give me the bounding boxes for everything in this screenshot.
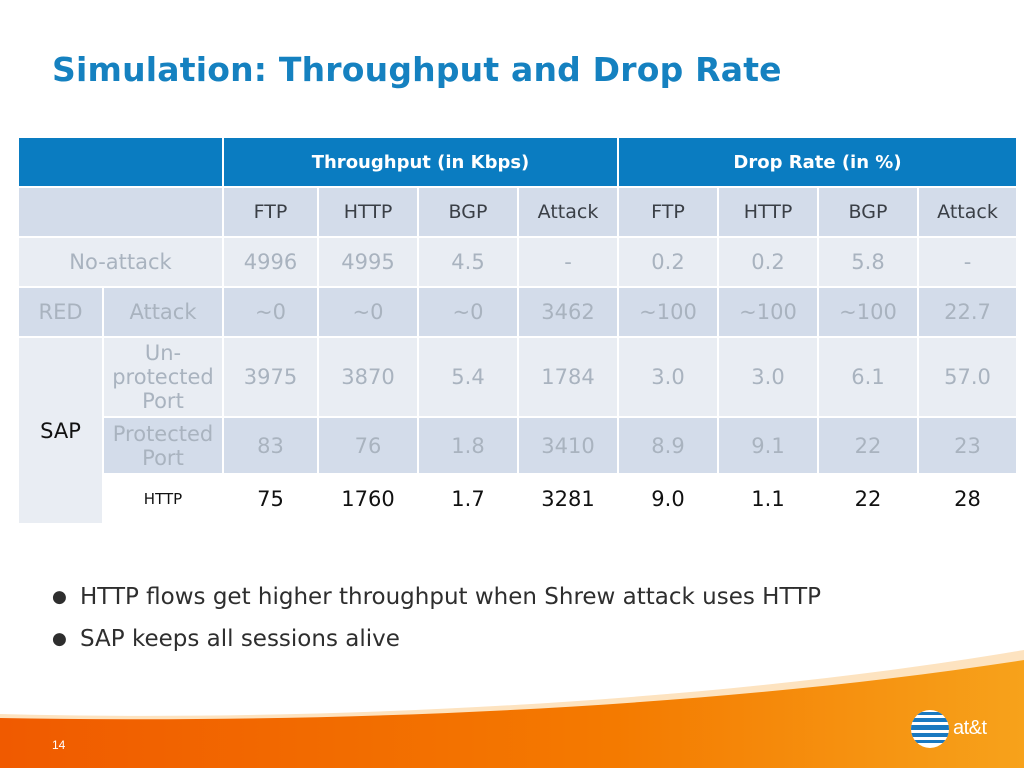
table-cell: 3281: [517, 473, 619, 525]
bullet-text: HTTP flows get higher throughput when Sh…: [80, 584, 822, 610]
col-header: Attack: [917, 186, 1018, 238]
row-label: Attack: [102, 286, 224, 338]
table-cell: 1.1: [717, 473, 819, 525]
bullet-dot-icon: ●: [52, 629, 67, 649]
table-cell: 3462: [517, 286, 619, 338]
table-cell: ~100: [717, 286, 819, 338]
bullet-list: ● HTTP flows get higher throughput when S…: [52, 580, 821, 664]
table-cell: 4.5: [417, 236, 519, 288]
table-cell: 3975: [222, 336, 319, 418]
col-header: BGP: [417, 186, 519, 238]
table-cell: 5.4: [417, 336, 519, 418]
table-cell: 0.2: [617, 236, 719, 288]
bullet-dot-icon: ●: [52, 587, 67, 607]
table-cell: 0.2: [717, 236, 819, 288]
table-cell: 4996: [222, 236, 319, 288]
table-cell: 8.9: [617, 416, 719, 475]
page-number: 14: [52, 738, 66, 752]
table-cell: ~0: [317, 286, 419, 338]
table-cell: 3410: [517, 416, 619, 475]
col-header: FTP: [617, 186, 719, 238]
row-label: Un-protected Port: [102, 336, 224, 418]
table-cell: 83: [222, 416, 319, 475]
throughput-header: Throughput (in Kbps): [222, 136, 619, 188]
table-cell: 1784: [517, 336, 619, 418]
table-cell: 3.0: [617, 336, 719, 418]
row-group-label: SAP: [17, 336, 104, 525]
table-cell: -: [517, 236, 619, 288]
bullet-text: SAP keeps all sessions alive: [80, 626, 400, 652]
table-cell: ~0: [222, 286, 319, 338]
table-cell: 22: [817, 473, 919, 525]
table-row-sap-protected: Protected Port 83 76 1.8 3410 8.9 9.1 22…: [18, 416, 1018, 475]
row-group-label: RED: [17, 286, 104, 338]
col-header: HTTP: [317, 186, 419, 238]
drop-rate-header: Drop Rate (in %): [617, 136, 1018, 188]
table-cell: ~100: [617, 286, 719, 338]
table-cell: 3.0: [717, 336, 819, 418]
table-cell: 1760: [317, 473, 419, 525]
table-cell: 6.1: [817, 336, 919, 418]
bullet-item: ● SAP keeps all sessions alive: [52, 622, 821, 664]
row-label: Protected Port: [102, 416, 224, 475]
table-cell: ~100: [817, 286, 919, 338]
table-cell: 22: [817, 416, 919, 475]
table-cell: 3870: [317, 336, 419, 418]
table-cell: ~0: [417, 286, 519, 338]
table-cell: 23: [917, 416, 1018, 475]
table-row-no-attack: No-attack 4996 4995 4.5 - 0.2 0.2 5.8 -: [17, 236, 1018, 288]
table-row-sap-unprotected: SAP Un-protected Port 3975 3870 5.4 1784…: [17, 336, 1018, 525]
col-header: Attack: [517, 186, 619, 238]
col-header: FTP: [222, 186, 319, 238]
row-label: No-attack: [17, 236, 224, 288]
att-globe-icon: [911, 710, 949, 748]
table-cell: 1.7: [417, 473, 519, 525]
table-cell: 1.8: [417, 416, 519, 475]
row-label: HTTP: [102, 473, 224, 525]
table-cell: 57.0: [917, 336, 1018, 418]
subheader-corner: [17, 186, 224, 238]
col-header: HTTP: [717, 186, 819, 238]
header-corner: [17, 136, 224, 188]
col-header: BGP: [817, 186, 919, 238]
table-row-sap-http: HTTP 75 1760 1.7 3281 9.0 1.1 22 28: [18, 473, 1018, 525]
slide-title: Simulation: Throughput and Drop Rate: [52, 50, 782, 89]
table-cell: 28: [917, 473, 1018, 525]
table-subheader-row: FTP HTTP BGP Attack FTP HTTP BGP Attack: [17, 186, 1018, 238]
table-cell: 22.7: [917, 286, 1018, 338]
table-cell: 75: [222, 473, 319, 525]
table-cell: 5.8: [817, 236, 919, 288]
results-table: Throughput (in Kbps) Drop Rate (in %) FT…: [17, 136, 1018, 525]
table-cell: -: [917, 236, 1018, 288]
table-cell: 76: [317, 416, 419, 475]
att-logo-text: at&t: [953, 717, 987, 739]
table-cell: 9.0: [617, 473, 719, 525]
table-row-red-attack: RED Attack ~0 ~0 ~0 3462 ~100 ~100 ~100 …: [17, 286, 1018, 338]
table-cell: 4995: [317, 236, 419, 288]
bullet-item: ● HTTP flows get higher throughput when S…: [52, 580, 821, 622]
table-group-header-row: Throughput (in Kbps) Drop Rate (in %): [17, 136, 1018, 188]
table-cell: 9.1: [717, 416, 819, 475]
footer-swoosh: [0, 650, 1024, 768]
